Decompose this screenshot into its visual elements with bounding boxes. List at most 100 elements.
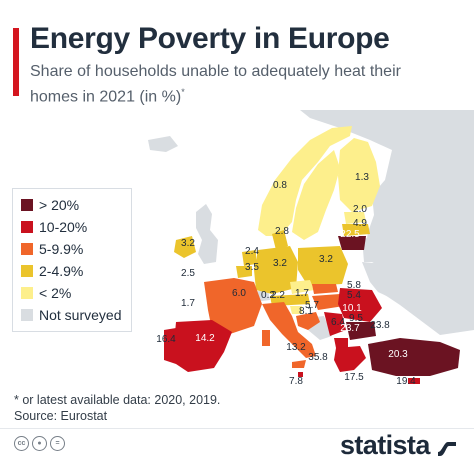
value-label: 14.2 [195,333,215,344]
region-estonia [344,212,366,224]
legend-label: < 2% [39,285,72,301]
region-hungary [312,294,344,310]
region-turkey [368,338,460,376]
value-label: 7.8 [289,376,303,387]
region-sardinia [262,330,270,346]
value-label: 8.1 [299,306,313,317]
legend-swatch [21,265,33,277]
region-portugal [164,328,176,364]
legend-label: 2-4.9% [39,263,84,279]
subtitle-marker: * [181,87,185,97]
value-label: 3.2 [273,258,287,269]
legend-swatch [21,243,33,255]
value-label: 23.8 [370,320,390,331]
region-iceland [148,136,178,152]
value-label: 35.8 [308,352,328,363]
legend-label: 5-9.9% [39,241,84,257]
region-finland [338,138,380,212]
value-label: 1.3 [355,172,369,183]
value-label: 2.2 [271,290,285,301]
region-greece [334,346,366,372]
region-belgium [236,266,252,278]
region-germany [254,246,298,294]
region-poland [298,246,348,286]
region-bulgaria [346,322,376,340]
region-czechia [290,280,314,294]
chart-title: Energy Poverty in Europe [30,22,390,55]
value-label: 2.5 [181,268,195,279]
legend-label: > 20% [39,197,80,213]
region-sweden [292,150,340,240]
value-label: 1.7 [295,288,309,299]
region-france [204,278,262,334]
region-latvia [342,224,370,236]
legend-item-5-9: 5-9.9% [21,239,83,259]
legend: > 20% 10-20% 5-9.9% 2-4.9% < 2% Not surv… [12,188,132,332]
region-north-macedonia [334,338,348,348]
region-sicily [292,360,306,368]
value-label: 9.5 [349,313,363,324]
region-cyprus [408,378,420,384]
europe-map: 0.8 1.3 2.0 4.922.5 3.2 2.8 2.4 3.5 3.2 3.2 2.5 6.0… [148,110,474,387]
region-slovakia [312,284,338,294]
license-icons: cc ● = [14,436,65,451]
region-slovenia [290,306,302,314]
region-denmark [272,230,288,250]
value-label: 1.7 [181,298,195,309]
cc-icon: cc [14,436,29,451]
legend-item-over-20: > 20% [21,195,79,215]
region-ukraine [362,262,440,315]
region-italy [262,302,316,358]
legend-item-10-20: 10-20% [21,217,87,237]
value-label: 17.5 [344,372,364,383]
value-label: 16.4 [156,334,176,345]
region-ireland [174,236,196,258]
nd-icon: = [50,436,65,451]
value-label: 2.4 [245,246,259,257]
footnote-source: Source: Eurostat [14,409,108,423]
legend-item-not-surveyed: Not surveyed [21,305,121,325]
region-belarus [362,238,400,262]
value-label: 10.1 [342,303,362,314]
value-label: 13.2 [286,342,306,353]
legend-swatch [21,287,33,299]
value-label: 5.8 [347,280,361,291]
legend-swatch [21,309,33,321]
subtitle-text: Share of households unable to adequately… [30,63,401,106]
legend-item-2-4: 2-4.9% [21,261,83,281]
value-label: 0.8 [273,180,287,191]
value-label: 20.3 [388,349,408,360]
footnote: * or latest available data: 2020, 2019. … [14,392,220,424]
value-label: 3.2 [319,254,333,265]
by-icon: ● [32,436,47,451]
statista-brand[interactable]: statista [340,430,430,460]
value-label: 0.2 [261,290,275,301]
value-label: 3.5 [245,262,259,273]
chart-subtitle: Share of households unable to adequately… [30,62,450,107]
legend-item-under-2: < 2% [21,283,71,303]
legend-swatch [21,199,33,211]
legend-label: 10-20% [39,219,88,235]
legend-label: Not surveyed [39,307,122,323]
region-lithuania [338,236,366,250]
footnote-note: * or latest available data: 2020, 2019. [14,393,221,407]
value-label: 3.2 [181,238,195,249]
value-label: 5.7 [305,300,319,311]
statista-logo-icon [438,442,456,456]
value-label: 6.0 [232,288,246,299]
region-malta [298,372,303,377]
legend-swatch [21,221,33,233]
value-label: 4.9 [353,218,367,229]
value-label: 19.4 [396,376,416,387]
region-serbia [324,312,346,336]
value-labels: 0.8 1.3 2.0 4.922.5 3.2 2.8 2.4 3.5 3.2 3.2 2.5 6.0… [156,172,416,387]
value-label: 5.4 [347,290,361,301]
value-label: 2.0 [353,204,367,215]
title-accent-bar [13,28,19,96]
region-croatia [296,312,320,330]
value-label: 22.5 [340,229,360,240]
value-label: 6.4 [331,317,345,328]
value-label: 2.8 [275,226,289,237]
region-spain [174,320,232,372]
region-norway [258,126,352,236]
